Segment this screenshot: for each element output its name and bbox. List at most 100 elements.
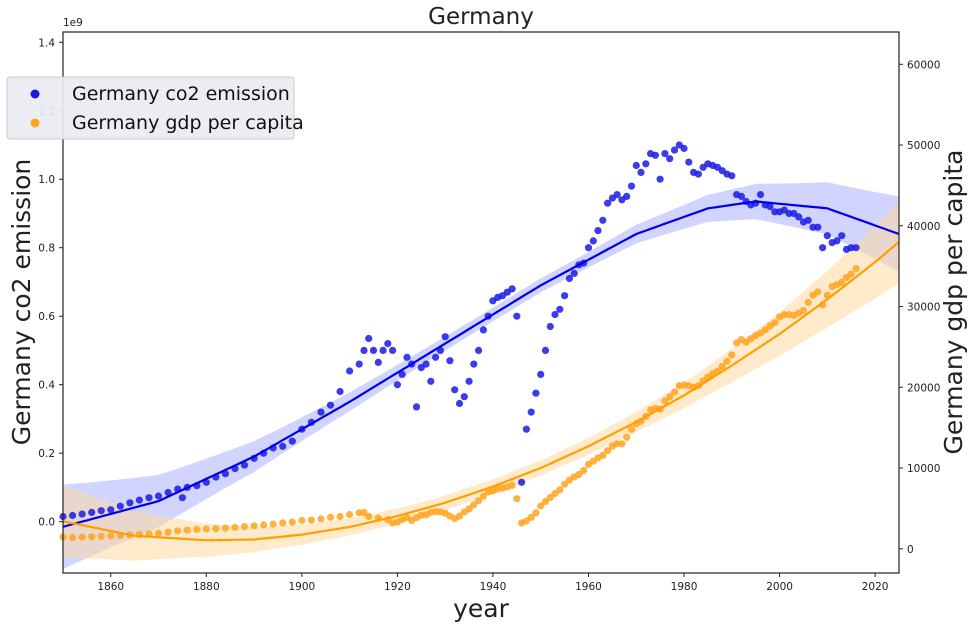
co2-fit-line	[62, 200, 900, 528]
gdp-point	[604, 447, 612, 455]
co2-point	[116, 502, 124, 510]
co2-point	[441, 333, 449, 341]
x-tick-label: 1900	[288, 581, 315, 593]
x-tick-label: 1920	[384, 581, 411, 593]
gdp-point	[455, 512, 464, 520]
co2-point	[656, 175, 664, 183]
co2-point	[661, 150, 669, 158]
co2-point	[556, 305, 564, 313]
x-tick-label: 2020	[862, 581, 889, 593]
gdp-point	[97, 532, 105, 540]
co2-point	[178, 494, 186, 502]
y-left-tick-label: 1.4	[38, 37, 55, 49]
co2-point	[374, 358, 382, 366]
gdp-point	[532, 509, 540, 517]
gdp-point	[852, 265, 860, 273]
co2-point	[541, 346, 550, 354]
co2-point	[637, 168, 645, 176]
y-right-tick-label: 20000	[907, 382, 940, 394]
y-right-tick-label: 40000	[907, 221, 940, 233]
gdp-point	[88, 533, 96, 541]
gdp-point	[183, 526, 191, 534]
co2-point	[97, 507, 105, 515]
co2-point	[537, 370, 545, 378]
gdp-point	[240, 523, 249, 531]
gdp-point	[202, 525, 210, 533]
gdp-point	[346, 510, 354, 519]
gdp-point	[212, 525, 220, 533]
co2-point	[355, 360, 363, 368]
legend-box	[6, 76, 295, 140]
gdp-point	[580, 466, 588, 475]
co2-point	[479, 326, 487, 334]
co2-point	[379, 346, 387, 354]
co2-point	[589, 237, 597, 245]
gdp-point	[513, 495, 521, 503]
co2-point	[670, 146, 679, 154]
gdp-point	[814, 288, 822, 296]
gdp-point	[475, 497, 483, 505]
gdp-point	[164, 528, 172, 536]
gdp-point	[250, 522, 258, 530]
co2-point	[240, 461, 249, 469]
co2-point	[527, 408, 535, 416]
gdp-point	[838, 278, 846, 286]
co2-point	[651, 151, 660, 159]
x-tick-label: 2000	[766, 581, 793, 593]
gdp-point	[627, 425, 636, 433]
gdp-point	[174, 527, 182, 535]
gdp-fit-line	[62, 241, 900, 542]
co2-point	[623, 192, 631, 200]
y-right-axis-label: Germany gdp per capita	[939, 150, 968, 455]
co2-point	[164, 488, 172, 497]
co2-point	[422, 360, 430, 368]
gdp-point	[556, 486, 564, 494]
gdp-point	[231, 523, 239, 532]
co2-point	[279, 442, 287, 450]
co2-point	[78, 510, 86, 518]
gdp-point	[537, 502, 545, 510]
co2-point	[412, 403, 421, 411]
gdp-confidence-band	[63, 200, 899, 561]
co2-point	[685, 158, 693, 166]
y-right-tick-label: 50000	[907, 140, 940, 152]
x-tick-label: 1860	[97, 581, 124, 593]
co2-point	[532, 389, 540, 397]
co2-point	[69, 511, 77, 520]
co2-point	[508, 285, 516, 293]
gdp-point	[508, 481, 516, 489]
x-tick-label: 1880	[193, 581, 220, 593]
co2-point	[403, 353, 411, 361]
co2-point	[823, 232, 831, 240]
co2-point	[465, 377, 473, 385]
co2-point	[766, 203, 774, 211]
gdp-point	[761, 326, 769, 334]
gdp-point	[288, 518, 296, 526]
gdp-point	[661, 397, 669, 405]
chart-title: Germany	[428, 4, 534, 30]
x-tick-label: 1960	[575, 581, 602, 593]
y-right-tick-label: 10000	[907, 463, 940, 475]
x-tick-label: 1980	[671, 581, 698, 593]
gdp-point	[718, 362, 726, 370]
co2-point	[389, 346, 397, 354]
gdp-point	[360, 508, 368, 516]
legend-label-co2: Germany co2 emission	[72, 83, 290, 105]
gdp-point	[670, 388, 679, 396]
y-right-tick-label: 30000	[907, 302, 940, 314]
co2-point	[336, 387, 344, 396]
gdp-point	[728, 351, 736, 359]
co2-point	[613, 191, 621, 199]
x-axis-ticks: 1860 1880 1900 1920 1940 1960 1980 2000 2020	[97, 573, 888, 593]
co2-confidence-band	[63, 182, 899, 569]
gdp-point	[365, 512, 373, 521]
co2-point	[393, 381, 401, 389]
regression-lines	[62, 200, 900, 542]
y-right-tick-label: 0	[907, 544, 914, 556]
gdp-point	[546, 493, 554, 502]
co2-point	[551, 310, 559, 319]
legend: Germany co2 emission Germany gdp per cap…	[6, 76, 304, 140]
co2-point	[642, 160, 650, 168]
co2-point	[107, 506, 115, 514]
